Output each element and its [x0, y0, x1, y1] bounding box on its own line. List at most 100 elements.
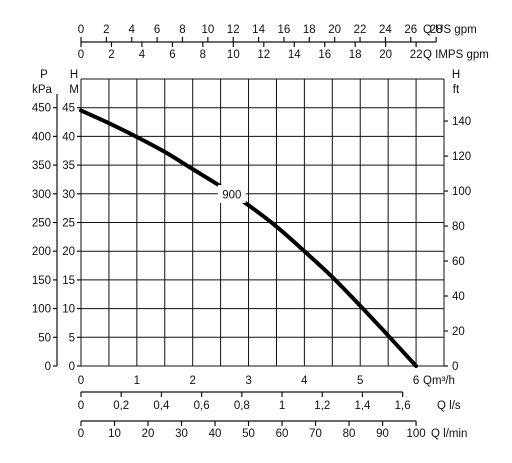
us-gpm-tick-label: 26	[404, 24, 417, 36]
ft-tick-label: 40	[452, 291, 465, 303]
lmin-tick-label: 100	[406, 428, 425, 440]
imps-gpm-tick-label: 16	[318, 49, 331, 61]
imps-gpm-tick-label: 14	[288, 49, 301, 61]
m-tick-label: 30	[62, 189, 75, 201]
m-tick-label: 0	[69, 361, 75, 373]
us-gpm-tick-label: 6	[154, 24, 160, 36]
ft-tick-label: 80	[452, 221, 465, 233]
imps-gpm-tick-label: 0	[78, 49, 84, 61]
curve-label-background	[217, 184, 246, 203]
m3h-tick-label: 5	[357, 375, 363, 387]
curve-layer: 900	[79, 108, 419, 368]
lmin-tick-label: 0	[78, 428, 84, 440]
ls-tick-label: 1	[279, 400, 285, 412]
m3h-tick-label: 2	[189, 375, 195, 387]
m3h-unit-label: Qm³/h	[423, 375, 455, 387]
lmin-unit-label: Q l/min	[431, 428, 467, 440]
us-gpm-tick-label: 2	[103, 24, 109, 36]
curve-label-900: 900	[222, 189, 241, 201]
imps-gpm-tick-label: 2	[108, 49, 114, 61]
kpa-tick-label: 100	[32, 304, 51, 316]
pump-curve-900	[79, 108, 419, 368]
ft-tick-label: 60	[452, 256, 465, 268]
lmin-tick-label: 50	[242, 428, 255, 440]
imps-gpm-tick-label: 20	[379, 49, 392, 61]
m-tick-label: 15	[62, 275, 75, 287]
lmin-tick-label: 10	[108, 428, 121, 440]
ft-unit-label: ft	[453, 84, 460, 96]
chart-grid	[80, 78, 445, 367]
head-axis-label-right: H	[452, 69, 460, 81]
m-tick-label: 10	[62, 304, 75, 316]
us-gpm-tick-label: 18	[303, 24, 316, 36]
us-gpm-unit-label: Q US gpm	[423, 24, 477, 36]
ls-tick-label: 1,4	[354, 400, 371, 412]
pressure-axis-label: P	[40, 69, 48, 81]
lmin-tick-label: 90	[376, 428, 389, 440]
ls-unit-label: Q l/s	[437, 400, 461, 412]
ft-tick-label: 120	[452, 151, 471, 163]
kpa-tick-label: 350	[32, 160, 51, 172]
ls-tick-label: 0,8	[234, 400, 250, 412]
us-gpm-tick-label: 24	[379, 24, 392, 36]
m3h-tick-label: 6	[413, 375, 419, 387]
us-gpm-tick-label: 4	[129, 24, 136, 36]
kpa-tick-label: 50	[38, 332, 51, 344]
lmin-tick-label: 40	[209, 428, 222, 440]
m-tick-label: 20	[62, 246, 75, 258]
us-gpm-tick-label: 12	[227, 24, 240, 36]
ft-tick-label: 140	[452, 116, 471, 128]
head-axis-label-left: H	[70, 69, 78, 81]
us-gpm-tick-label: 20	[328, 24, 341, 36]
us-gpm-tick-label: 16	[278, 24, 291, 36]
kpa-tick-label: 150	[32, 275, 51, 287]
kpa-unit-label: kPa	[32, 84, 52, 96]
us-gpm-tick-label: 0	[78, 24, 84, 36]
lmin-tick-label: 30	[175, 428, 188, 440]
m3h-tick-label: 3	[245, 375, 251, 387]
us-gpm-tick-label: 22	[354, 24, 367, 36]
imps-gpm-tick-label: 12	[257, 49, 270, 61]
m-tick-label: 25	[62, 218, 75, 230]
m-tick-label: 45	[62, 103, 75, 115]
imps-gpm-tick-label: 22	[410, 49, 423, 61]
ls-tick-label: 1,6	[395, 400, 411, 412]
ls-tick-label: 0	[78, 400, 84, 412]
ls-tick-label: 1,2	[314, 400, 330, 412]
imps-gpm-tick-label: 4	[139, 49, 146, 61]
m3h-tick-label: 0	[78, 375, 84, 387]
ft-tick-label: 20	[452, 326, 465, 338]
imps-gpm-unit-label: Q IMPS gpm	[423, 49, 489, 61]
imps-gpm-tick-label: 6	[169, 49, 175, 61]
kpa-tick-label: 250	[32, 218, 51, 230]
kpa-tick-label: 0	[45, 361, 51, 373]
lmin-tick-label: 60	[276, 428, 289, 440]
us-gpm-tick-label: 10	[201, 24, 214, 36]
kpa-tick-label: 400	[32, 131, 51, 143]
us-gpm-tick-label: 8	[179, 24, 185, 36]
m-tick-label: 5	[69, 332, 75, 344]
ft-tick-label: 0	[452, 361, 458, 373]
kpa-tick-label: 300	[32, 189, 51, 201]
m-unit-label: M	[69, 84, 79, 96]
kpa-tick-label: 200	[32, 246, 51, 258]
imps-gpm-tick-label: 18	[349, 49, 362, 61]
us-gpm-tick-label: 14	[252, 24, 265, 36]
us-gpm-tick-label: 28	[430, 24, 443, 36]
lmin-tick-label: 70	[309, 428, 322, 440]
m3h-tick-label: 1	[134, 375, 140, 387]
ls-tick-label: 0,2	[113, 400, 129, 412]
kpa-tick-label: 450	[32, 103, 51, 115]
ls-tick-label: 0,4	[153, 400, 170, 412]
m-tick-label: 35	[62, 160, 75, 172]
chart-axes: 050100150200250300350400450PkPa051015202…	[32, 24, 489, 440]
imps-gpm-tick-label: 8	[200, 49, 206, 61]
imps-gpm-tick-label: 10	[227, 49, 240, 61]
lmin-tick-label: 80	[343, 428, 356, 440]
m3h-tick-label: 4	[301, 375, 308, 387]
ft-tick-label: 100	[452, 186, 471, 198]
lmin-tick-label: 20	[142, 428, 155, 440]
ls-tick-label: 0,6	[194, 400, 210, 412]
m-tick-label: 40	[62, 131, 75, 143]
